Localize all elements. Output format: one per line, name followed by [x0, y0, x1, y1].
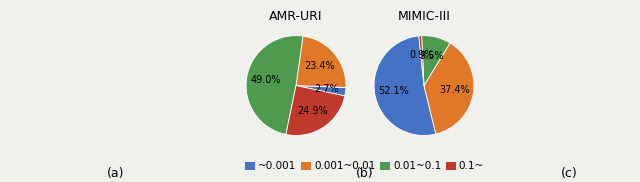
Wedge shape: [296, 36, 346, 88]
Text: 49.0%: 49.0%: [250, 75, 281, 85]
Text: 9.5%: 9.5%: [419, 51, 444, 61]
Text: 2.7%: 2.7%: [314, 84, 339, 94]
Text: 37.4%: 37.4%: [439, 85, 470, 95]
Wedge shape: [286, 86, 345, 135]
Text: (a): (a): [106, 167, 124, 180]
Text: 23.4%: 23.4%: [305, 61, 335, 71]
Wedge shape: [419, 36, 424, 86]
Wedge shape: [424, 43, 474, 134]
Legend: ~0.001, 0.001~0.01, 0.01~0.1, 0.1~: ~0.001, 0.001~0.01, 0.01~0.1, 0.1~: [246, 161, 484, 171]
Text: 24.9%: 24.9%: [298, 106, 328, 116]
Wedge shape: [296, 86, 346, 96]
Text: (b): (b): [356, 167, 374, 180]
Wedge shape: [246, 36, 303, 134]
Wedge shape: [374, 36, 436, 135]
Title: AMR-URI: AMR-URI: [269, 10, 323, 23]
Text: (c): (c): [561, 167, 578, 180]
Text: 0.9%: 0.9%: [410, 50, 434, 60]
Title: MIMIC-III: MIMIC-III: [397, 10, 451, 23]
Wedge shape: [422, 36, 450, 86]
Text: 52.1%: 52.1%: [378, 86, 409, 96]
